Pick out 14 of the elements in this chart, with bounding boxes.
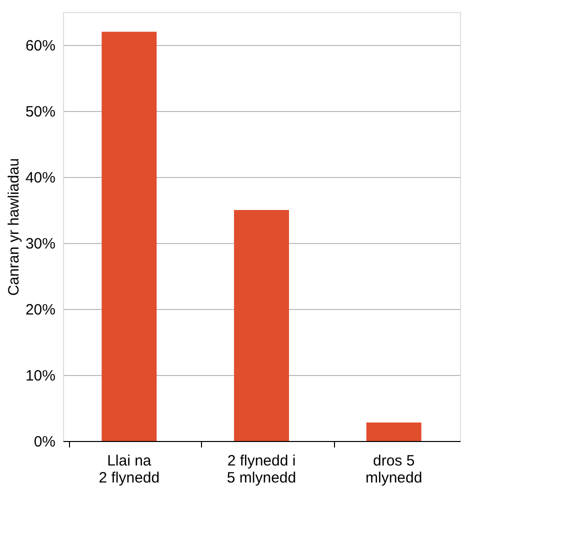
y-tick-label: 20% [25,302,56,318]
bar [102,32,157,441]
x-tick-label: 2 flynedd i 5 mlynedd [226,452,296,486]
x-tick-label: dros 5 mlynedd [365,452,422,486]
y-tick-label: 0% [34,434,56,450]
bar [366,422,422,441]
y-tick-label: 30% [25,236,56,252]
y-tick-label: 50% [25,104,56,120]
y-tick-label: 40% [25,170,56,186]
bar [234,210,289,441]
y-tick-label: 60% [25,38,56,54]
y-tick-label: 10% [25,368,56,384]
y-axis-title: Canran yr hawliadau [5,158,22,296]
x-tick-label: Llai na 2 flynedd [98,452,160,486]
